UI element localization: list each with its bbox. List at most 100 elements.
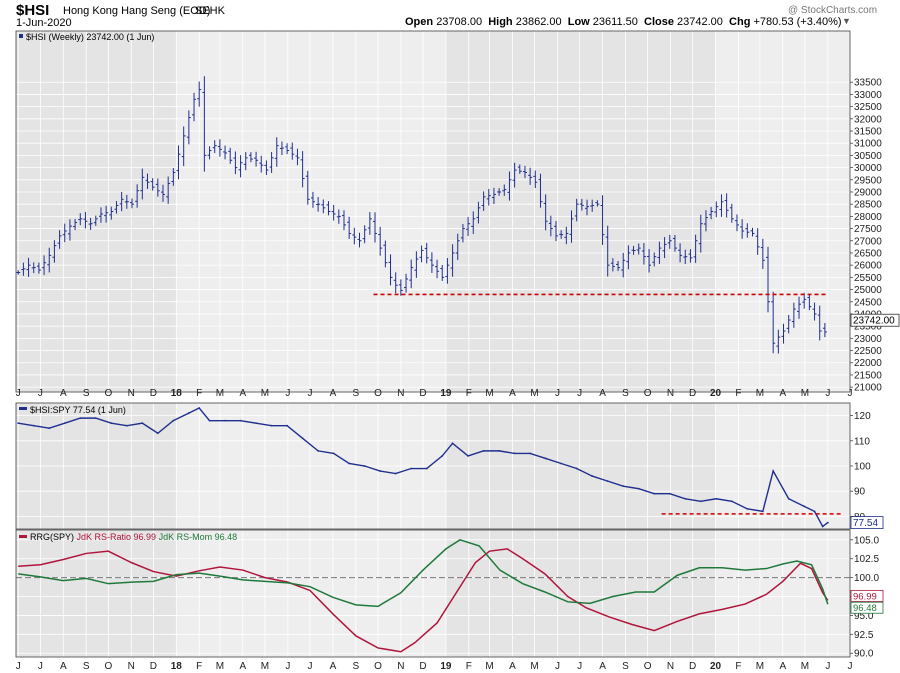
open-value: 23708.00 — [436, 16, 483, 28]
rs-point — [684, 497, 687, 500]
ohlc-bar — [398, 279, 403, 296]
ohlc-bar — [486, 188, 491, 206]
rs-point — [544, 457, 547, 460]
x-axis-label-1: D — [419, 661, 426, 672]
x-axis-label-0: A — [330, 388, 337, 399]
x-axis-label-1: D — [689, 661, 696, 672]
rs-point — [125, 424, 128, 427]
price-y-tick-label: 27500 — [854, 224, 882, 235]
ohlc-bar — [336, 209, 341, 224]
ohlc-bar — [610, 258, 615, 272]
ohlc-bar — [553, 221, 558, 242]
ohlc-bar — [600, 195, 605, 245]
ohlc-bar — [574, 198, 579, 222]
rs-point — [637, 487, 640, 490]
ohlc-bar — [264, 160, 269, 175]
rs-point — [622, 485, 625, 488]
ohlc-bar — [455, 233, 460, 261]
rrg-legend-part: JdK RS-Ratio 96.99 — [74, 532, 156, 542]
chart-header: $HSI Hong Kong Hang Seng (EOD) SEHK 1-Ju… — [0, 0, 900, 30]
ohlc-bar — [481, 191, 486, 211]
rrg-y-tick-label: 90.0 — [854, 649, 874, 660]
rs-y-tick-label: 120 — [854, 411, 871, 422]
ohlc-bar — [672, 234, 677, 252]
rrg-last-value-label-1: 96.48 — [853, 603, 877, 614]
ohlc-bar — [745, 223, 750, 238]
ohlc-bar — [124, 194, 129, 209]
x-axis-label-0: A — [239, 388, 246, 399]
rs-point — [803, 505, 806, 508]
x-axis-label-1: 19 — [440, 661, 452, 672]
rrg-last-value-box-1 — [850, 601, 884, 614]
x-axis-label-1: N — [128, 661, 135, 672]
rs-last-value-box — [850, 516, 884, 529]
ohlc-bar — [533, 170, 538, 189]
ohlc-bar — [88, 217, 93, 230]
x-axis-label-0: F — [466, 388, 472, 399]
ohlc-bar — [212, 140, 217, 154]
ohlc-bar — [693, 234, 698, 263]
ohlc-bar — [450, 244, 455, 277]
rs-point — [301, 437, 304, 440]
ohlc-bar — [217, 139, 222, 157]
rs-point — [156, 432, 159, 435]
ohlc-bar — [192, 92, 197, 122]
ohlc-bar — [36, 262, 41, 274]
ohlc-bar — [548, 215, 553, 237]
ohlc-bar — [279, 141, 284, 156]
ohlc-bar — [388, 254, 393, 286]
x-axis-label-1: A — [509, 661, 516, 672]
x-axis-label-0: D — [689, 388, 696, 399]
ohlc-bar — [522, 165, 527, 179]
x-axis-label-1: A — [60, 661, 67, 672]
rs-point — [467, 455, 469, 457]
rs-point — [606, 480, 609, 483]
ohlc-bar — [378, 226, 383, 256]
ohlc-bar — [295, 148, 300, 166]
rs-momentum-line — [18, 539, 829, 608]
ohlc-bar — [109, 206, 114, 220]
ohlc-bar — [104, 205, 109, 223]
rs-y-tick-label: 90 — [854, 487, 866, 498]
ohlc-bar — [326, 201, 331, 216]
rs-point — [239, 419, 242, 422]
x-axis-label-0: N — [667, 388, 674, 399]
rrg-y-tick-label: 105.0 — [854, 535, 879, 546]
rs-point — [363, 465, 366, 467]
rs-point — [821, 525, 824, 528]
rs-point — [32, 424, 35, 427]
ohlc-bar — [564, 226, 569, 245]
ohlc-bar — [667, 234, 672, 249]
ohlc-bar — [517, 164, 522, 174]
x-axis-label-1: M — [216, 661, 224, 672]
ohlc-bar — [176, 145, 181, 180]
high-value: 23862.00 — [515, 16, 562, 28]
ohlc-bar — [595, 200, 600, 207]
year-band-0-2 — [445, 31, 716, 392]
x-axis-label-0: M — [216, 388, 224, 399]
price-y-tick-label: 26000 — [854, 261, 882, 272]
scroll-arrow-icon[interactable]: ▼ — [842, 16, 851, 26]
ohlc-bar — [641, 243, 646, 265]
rs-point — [772, 470, 775, 472]
ohlc-bar — [755, 228, 760, 255]
ohlc-bar — [352, 227, 357, 245]
x-axis-label-0: J — [577, 388, 582, 399]
ohlc-bar — [155, 178, 160, 197]
rs-legend: $HSI:SPY 77.54 (1 Jun) — [30, 405, 126, 415]
x-axis-label-0: J — [38, 388, 43, 399]
rs-point — [451, 442, 454, 445]
close-value: 23742.00 — [677, 16, 723, 28]
price-y-tick-label: 30000 — [854, 163, 882, 174]
rs-point — [224, 419, 226, 422]
ohlc-bar — [688, 249, 693, 263]
ohlc-bar — [145, 173, 150, 189]
open-label: Open — [405, 16, 434, 28]
rs-point — [348, 462, 351, 465]
ohlc-bar — [166, 176, 171, 204]
ohlc-bar — [259, 155, 264, 173]
x-axis-label-1: J — [848, 661, 853, 672]
ohlc-bar — [114, 201, 119, 214]
panel-frame-0 — [15, 30, 851, 393]
ohlc-bar — [559, 230, 564, 239]
